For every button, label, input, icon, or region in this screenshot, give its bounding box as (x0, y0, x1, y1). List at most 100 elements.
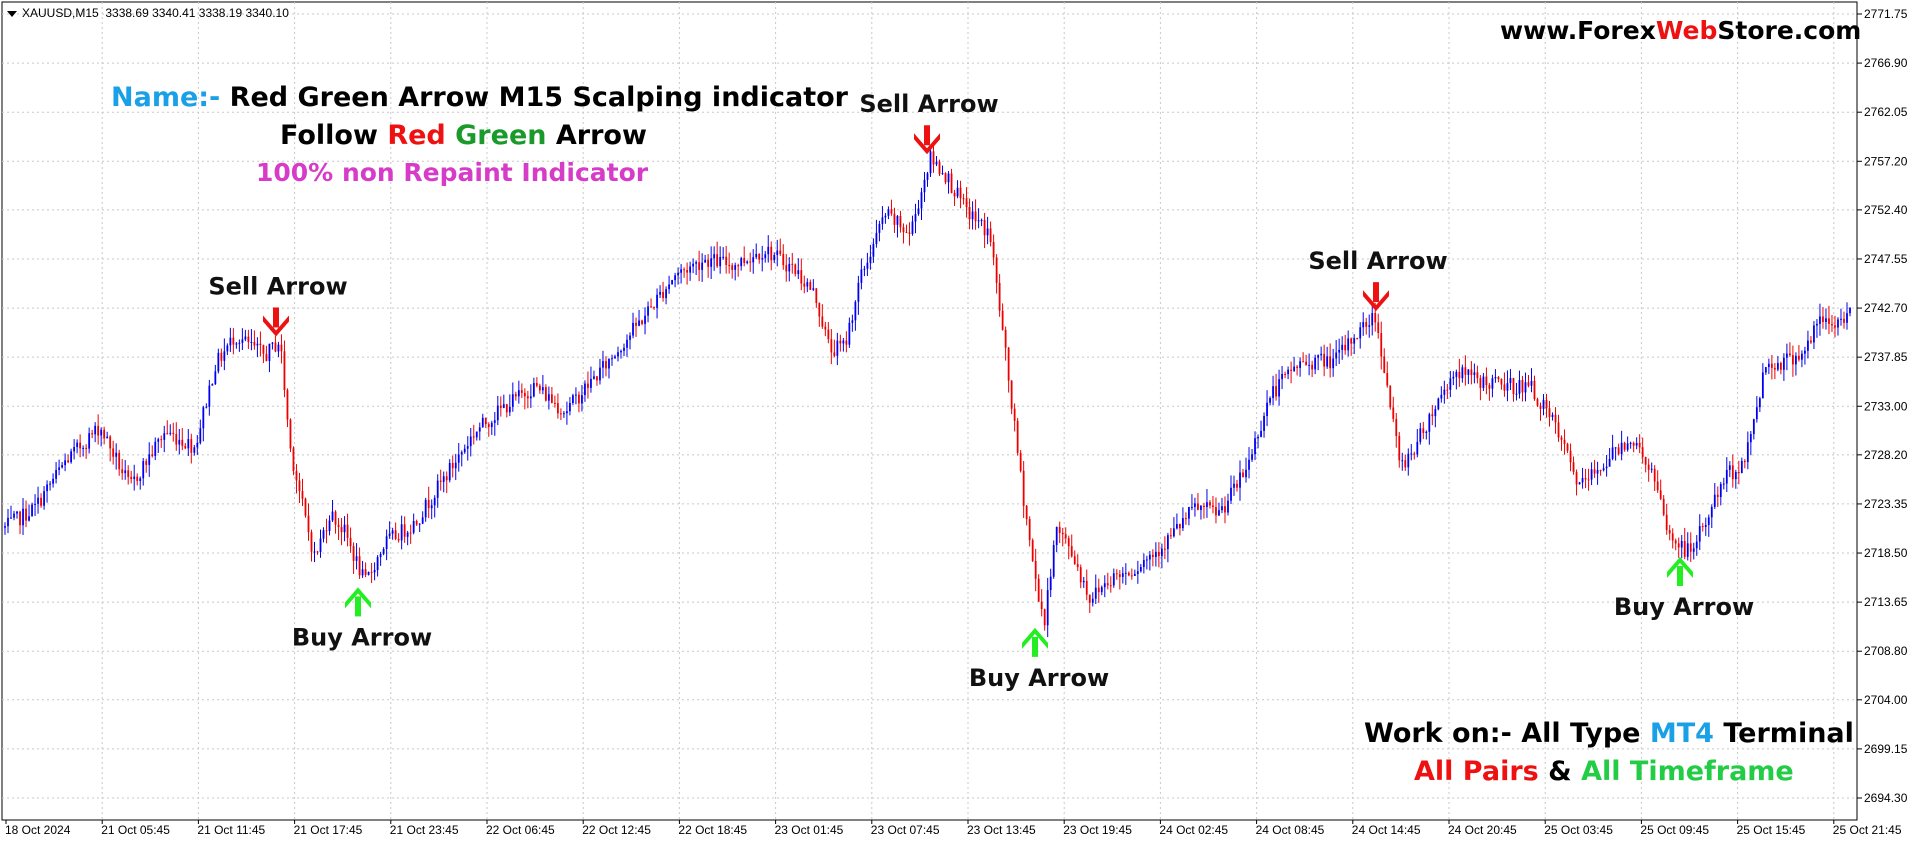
candle-body (890, 209, 893, 214)
candle-body (1218, 510, 1220, 516)
candle-body (638, 320, 640, 326)
candle-body (121, 469, 124, 474)
candle-body (1392, 407, 1395, 419)
y-tick-label: 2747.55 (1864, 252, 1908, 266)
candle-body (593, 376, 595, 379)
candle-body (1224, 506, 1226, 513)
candle-body (722, 256, 725, 258)
candle-body (1242, 472, 1244, 478)
candle-body (163, 433, 166, 440)
candle-body (1130, 575, 1133, 577)
candle-body (983, 219, 986, 236)
repaint-line: 100% non Repaint Indicator (256, 158, 648, 187)
sell-arrow-label: Sell Arrow (208, 272, 347, 300)
candle-body (1843, 318, 1845, 323)
candle-body (1398, 436, 1401, 461)
candle-body (1055, 527, 1058, 546)
candle-body (1383, 356, 1386, 373)
candle-body (878, 223, 881, 233)
candle-body (1831, 323, 1833, 326)
symbol-dropdown-icon[interactable] (7, 11, 17, 17)
candle-body (1668, 530, 1671, 534)
candle-body (629, 335, 631, 340)
candle-body (887, 209, 890, 216)
candle-body (1037, 578, 1040, 602)
candle-body (614, 356, 616, 359)
candle-body (659, 291, 661, 295)
candle-body (851, 320, 854, 323)
candle-body (1822, 316, 1824, 322)
candle-body (1416, 441, 1419, 455)
candle-body (1025, 505, 1028, 520)
x-tick-label: 25 Oct 03:45 (1544, 823, 1613, 837)
candle-body (1746, 442, 1749, 463)
candle-body (1695, 541, 1698, 549)
x-tick-label: 22 Oct 18:45 (678, 823, 747, 837)
candle-body (193, 447, 196, 453)
candle-body (1596, 470, 1599, 474)
candle-body (1410, 453, 1413, 455)
candle-body (283, 351, 286, 391)
candle-body (1740, 460, 1743, 473)
candle-body (971, 211, 974, 220)
candle-body (1482, 376, 1485, 388)
candle-body (1287, 369, 1289, 375)
candle-body (1485, 376, 1488, 386)
candle-body (262, 345, 265, 354)
y-tick-label: 2728.20 (1864, 448, 1908, 462)
candle-body (1731, 465, 1734, 480)
candle-body (7, 517, 9, 527)
candle-body (343, 524, 346, 533)
candle-body (451, 462, 454, 469)
candle-body (1458, 371, 1461, 379)
website-part1: www.Forex (1500, 16, 1656, 45)
candle-body (1290, 369, 1292, 371)
candle-body (1082, 580, 1085, 583)
candle-body (1647, 464, 1650, 470)
candle-body (1281, 373, 1283, 380)
candle-body (647, 306, 649, 316)
x-tick-label: 18 Oct 2024 (5, 823, 71, 837)
candle-body (1656, 481, 1659, 491)
candle-body (1191, 506, 1193, 508)
candle-body (674, 275, 676, 281)
candle-body (1425, 431, 1428, 433)
candle-body (1088, 594, 1091, 603)
candle-body (79, 442, 82, 449)
candle-body (1590, 469, 1593, 480)
candle-body (1846, 313, 1848, 323)
candle-body (1299, 361, 1302, 368)
candle-body (1578, 482, 1581, 485)
candle-body (13, 513, 15, 518)
candle-body (496, 405, 499, 421)
candle-body (1293, 366, 1295, 371)
candle-body (1840, 318, 1842, 320)
candle-body (1455, 371, 1458, 377)
buy-arrow-label: Buy Arrow (292, 623, 432, 651)
candle-body (1323, 353, 1326, 367)
candle-body (406, 532, 409, 537)
candle-body (1314, 357, 1317, 370)
candle-body (1834, 325, 1836, 328)
candle-body (1001, 310, 1004, 330)
candle-body (1542, 399, 1545, 409)
candle-body (1028, 519, 1031, 541)
candle-body (259, 343, 262, 346)
candle-body (250, 342, 253, 344)
candle-body (1479, 378, 1482, 388)
candle-body (992, 241, 995, 258)
candle-body (893, 213, 896, 225)
candle-body (421, 517, 424, 524)
candle-body (1551, 414, 1554, 418)
candle-body (1722, 483, 1725, 485)
candle-body (827, 329, 830, 340)
buy-arrow-shaft (1032, 636, 1038, 657)
x-tick-label: 23 Oct 07:45 (871, 823, 940, 837)
candle-body (1443, 389, 1446, 395)
candle-body (409, 532, 412, 534)
candle-body (566, 411, 568, 414)
candle-body (1849, 307, 1851, 314)
candle-body (1215, 507, 1217, 516)
